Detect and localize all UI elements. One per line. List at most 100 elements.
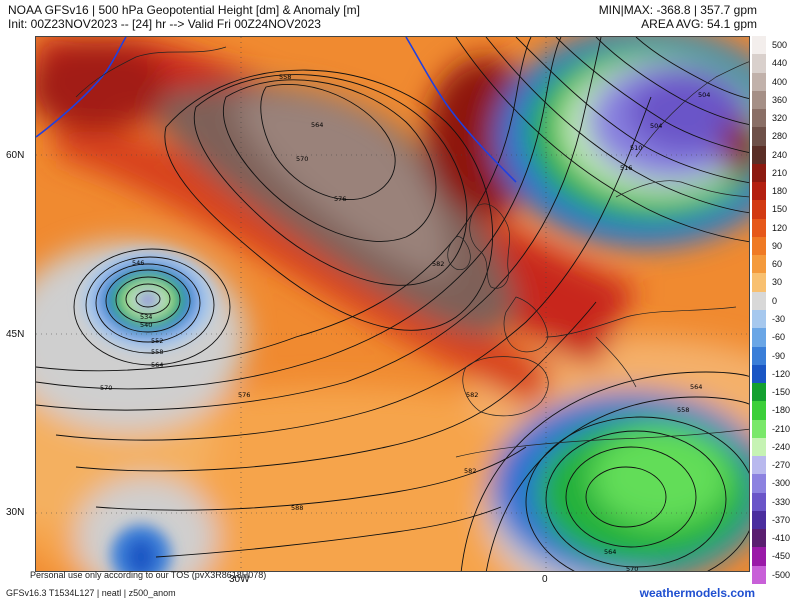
colorbar-entry: 120 — [752, 218, 800, 237]
colorbar-swatch — [752, 565, 766, 584]
anomaly-colorbar: 500 440 400 360 320 280 240 210 180 150 120 90 60 30 0… — [752, 36, 800, 584]
site-link[interactable]: weathermodels.com — [639, 586, 755, 600]
colorbar-entry: -60 — [752, 328, 800, 347]
colorbar-entry: -330 — [752, 492, 800, 511]
contour-label: 504 — [650, 122, 662, 130]
colorbar-label: -180 — [772, 405, 791, 416]
model-identifier: GFSv16.3 T1534L127 | neatl | z500_anom — [6, 588, 176, 598]
colorbar-label: 30 — [772, 277, 783, 288]
colorbar-entry: -300 — [752, 474, 800, 493]
colorbar-entry: 210 — [752, 163, 800, 183]
colorbar-entry: -450 — [752, 547, 800, 566]
lat-label-30n: 30N — [6, 507, 25, 518]
colorbar-entry: 360 — [752, 90, 800, 110]
contour-label: 588 — [291, 504, 303, 512]
colorbar-entry: -150 — [752, 383, 800, 402]
colorbar-label: -370 — [772, 514, 791, 525]
anomaly-field — [36, 37, 749, 571]
colorbar-swatch — [752, 310, 766, 329]
contour-label: 570 — [296, 155, 308, 163]
min-max-readout: MIN|MAX: -368.8 | 357.7 gpm — [598, 3, 757, 17]
contour-label: 558 — [677, 406, 689, 414]
lon-label-0: 0 — [542, 574, 548, 585]
colorbar-label: -150 — [772, 387, 791, 398]
colorbar-entry: 0 — [752, 291, 800, 310]
colorbar-label: -60 — [772, 332, 786, 343]
contour-label: 504 — [698, 91, 710, 99]
colorbar-label: 180 — [772, 186, 788, 197]
colorbar-label: 280 — [772, 131, 788, 142]
colorbar-swatch — [752, 182, 766, 201]
contour-label: 564 — [311, 121, 323, 129]
colorbar-swatch — [752, 90, 766, 110]
contour-label: 534 — [140, 313, 152, 321]
contour-label: 582 — [432, 260, 444, 268]
colorbar-swatch — [752, 236, 766, 256]
colorbar-entry: -370 — [752, 510, 800, 530]
colorbar-entry: -410 — [752, 529, 800, 548]
colorbar-swatch — [752, 364, 766, 384]
colorbar-entry: -500 — [752, 565, 800, 584]
map-panel[interactable]: 558 564 570 576 582 546 534 540 552 558 … — [35, 36, 750, 572]
colorbar-swatch — [752, 510, 766, 530]
colorbar-swatch — [752, 109, 766, 128]
colorbar-swatch — [752, 36, 766, 55]
colorbar-entry: -90 — [752, 346, 800, 365]
colorbar-swatch — [752, 54, 766, 73]
lon-label-30w: 30W — [229, 574, 250, 585]
contour-label: 510 — [630, 144, 642, 152]
colorbar-label: -410 — [772, 533, 791, 544]
contour-labels: 558 564 570 576 582 546 534 540 552 558 … — [100, 73, 710, 572]
colorbar-entry: 90 — [752, 236, 800, 256]
colorbar-label: 0 — [772, 295, 778, 306]
colorbar-entry: 280 — [752, 127, 800, 146]
colorbar-entry: -210 — [752, 419, 800, 438]
lat-label-60n: 60N — [6, 150, 25, 161]
colorbar-entry: 180 — [752, 182, 800, 201]
colorbar-entry: 240 — [752, 145, 800, 164]
contour-label: 558 — [279, 73, 291, 81]
colorbar-swatch — [752, 291, 766, 310]
colorbar-swatch — [752, 346, 766, 365]
colorbar-swatch — [752, 218, 766, 237]
colorbar-swatch — [752, 492, 766, 511]
freezing-line — [36, 37, 517, 183]
colorbar-label: 320 — [772, 113, 788, 124]
colorbar-label: 240 — [772, 149, 788, 160]
colorbar-entry: 320 — [752, 109, 800, 128]
colorbar-label: -120 — [772, 368, 791, 379]
cutoff-low-anomaly — [83, 250, 213, 571]
colorbar-swatch — [752, 127, 766, 146]
colorbar-entry: 440 — [752, 54, 800, 73]
contour-label: 564 — [151, 361, 163, 369]
colorbar-label: -330 — [772, 496, 791, 507]
colorbar-swatch — [752, 437, 766, 457]
height-contours — [36, 37, 749, 571]
colorbar-label: -500 — [772, 569, 791, 580]
colorbar-label: -210 — [772, 423, 791, 434]
colorbar-swatch — [752, 273, 766, 292]
colorbar-label: 90 — [772, 240, 783, 251]
colorbar-label: -90 — [772, 350, 786, 361]
contour-label: 570 — [100, 384, 112, 392]
map-title: NOAA GFSv16 | 500 hPa Geopotential Heigh… — [8, 3, 360, 17]
colorbar-swatch — [752, 72, 766, 91]
colorbar-swatch — [752, 163, 766, 183]
colorbar-entry: 30 — [752, 273, 800, 292]
colorbar-entry: -120 — [752, 364, 800, 384]
colorbar-label: 400 — [772, 76, 788, 87]
contour-label: 564 — [690, 383, 702, 391]
init-valid-time: Init: 00Z23NOV2023 -- [24] hr --> Valid … — [8, 17, 321, 31]
colorbar-label: 500 — [772, 40, 788, 50]
colorbar-swatch — [752, 328, 766, 347]
area-average-readout: AREA AVG: 54.1 gpm — [641, 17, 757, 31]
colorbar-label: 360 — [772, 94, 788, 105]
contour-label: 540 — [140, 321, 152, 329]
colorbar-label: 210 — [772, 167, 788, 178]
contour-label: 576 — [238, 391, 250, 399]
colorbar-entry: -30 — [752, 310, 800, 329]
contour-label: 516 — [620, 164, 632, 172]
colorbar-entry: 150 — [752, 200, 800, 219]
contour-label: 570 — [626, 565, 638, 572]
colorbar-entry: -240 — [752, 437, 800, 457]
